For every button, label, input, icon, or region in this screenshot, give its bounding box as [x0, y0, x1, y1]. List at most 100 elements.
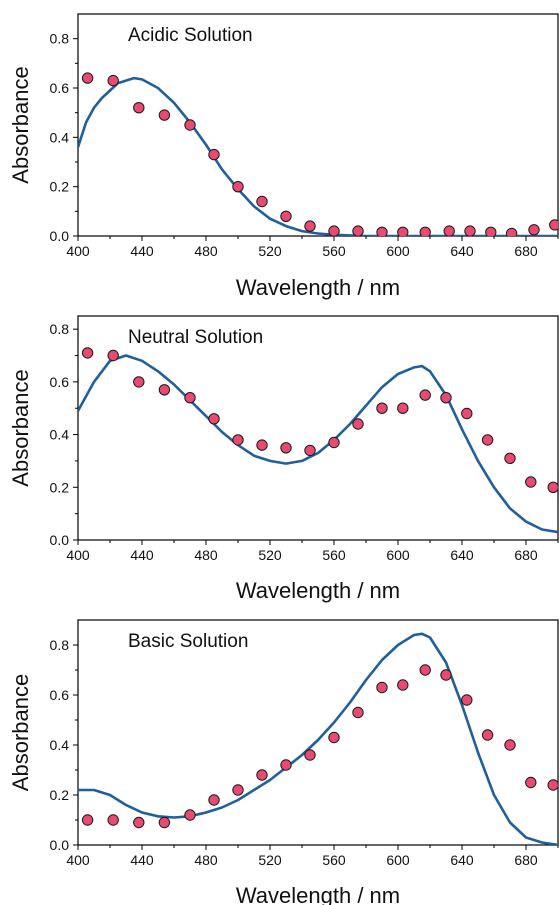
- data-point: [81, 347, 94, 359]
- y-tick-label: 0.6: [50, 80, 70, 96]
- data-point: [528, 224, 540, 236]
- spectrum-curve: [78, 632, 558, 845]
- x-tick-label: 440: [130, 243, 154, 259]
- y-tick-label: 0.4: [50, 737, 70, 753]
- data-point: [133, 816, 145, 829]
- x-tick-label: 400: [66, 852, 90, 868]
- x-tick-label: 680: [514, 547, 538, 563]
- data-point: [232, 784, 244, 796]
- data-point: [504, 739, 516, 751]
- data-point: [397, 679, 409, 691]
- chart-panel: 400 440 480 520 560 600 640 680 0.0 0.2 0.4 0.6 0.8 W…: [8, 619, 559, 905]
- data-point: [107, 74, 119, 87]
- x-tick-label: 680: [514, 243, 538, 259]
- y-tick-label: 0.6: [50, 687, 70, 703]
- x-tick-label: 560: [322, 852, 346, 868]
- x-tick-label: 400: [66, 547, 90, 563]
- data-point: [419, 226, 431, 236]
- data-point: [443, 225, 455, 236]
- x-tick-label: 640: [450, 547, 474, 563]
- data-point: [504, 452, 516, 464]
- x-tick-label: 400: [66, 243, 90, 259]
- plot-area: [78, 347, 558, 534]
- x-tick-label: 480: [194, 243, 218, 259]
- x-axis-title: Wavelength / nm: [236, 883, 400, 905]
- y-tick-label: 0.2: [50, 479, 70, 495]
- x-tick-label: 480: [194, 852, 218, 868]
- data-point: [107, 349, 119, 362]
- data-point: [158, 384, 171, 396]
- data-point: [419, 664, 431, 676]
- chart-panel: 400 440 480 520 560 600 640 680 0.0 0.2 0.4 0.6 0.8 W…: [8, 13, 559, 300]
- data-point: [352, 225, 364, 236]
- x-tick-label: 520: [258, 243, 282, 259]
- data-point: [328, 731, 340, 744]
- data-point: [304, 220, 316, 232]
- x-tick-label: 520: [258, 547, 282, 563]
- data-point: [232, 434, 244, 446]
- data-point: [184, 392, 196, 404]
- y-axis-title: Absorbance: [8, 66, 33, 183]
- data-point: [328, 436, 340, 449]
- data-point: [208, 413, 220, 425]
- y-tick-label: 0.0: [50, 837, 70, 853]
- data-point: [184, 809, 196, 821]
- panel-title: Acidic Solution: [128, 25, 253, 46]
- data-point: [304, 749, 316, 761]
- data-point: [464, 225, 476, 236]
- data-point: [440, 669, 452, 681]
- data-point: [133, 376, 145, 388]
- chart-panel: 400 440 480 520 560 600 640 680 0.0 0.2 0.4 0.6 0.8 W…: [8, 315, 559, 603]
- panel-title: Basic Solution: [128, 631, 248, 652]
- data-point: [280, 210, 292, 223]
- data-point: [107, 814, 119, 826]
- y-axis-title: Absorbance: [8, 369, 33, 486]
- data-point: [256, 195, 268, 208]
- data-point: [419, 389, 431, 401]
- data-point: [547, 779, 558, 791]
- plot-frame: [77, 13, 559, 237]
- data-point: [158, 109, 171, 121]
- plot-area: [78, 632, 558, 845]
- y-tick-label: 0.8: [50, 31, 70, 47]
- x-tick-label: 600: [386, 547, 410, 563]
- y-tick-label: 0.2: [50, 179, 70, 195]
- y-tick-label: 0.8: [50, 637, 70, 653]
- x-tick-label: 600: [386, 243, 410, 259]
- data-point: [304, 444, 316, 457]
- y-tick-label: 0.6: [50, 374, 70, 390]
- data-point: [208, 148, 220, 161]
- plot-frame: [77, 315, 559, 541]
- data-point: [547, 481, 558, 493]
- x-tick-label: 440: [130, 852, 154, 868]
- data-point: [133, 102, 145, 114]
- data-point: [232, 181, 244, 193]
- data-point: [525, 476, 537, 488]
- y-tick-label: 0.4: [50, 427, 70, 443]
- x-tick-label: 640: [450, 852, 474, 868]
- x-tick-label: 480: [194, 547, 218, 563]
- data-point: [461, 694, 473, 706]
- data-point: [208, 794, 220, 806]
- data-point: [158, 816, 171, 829]
- data-point: [256, 769, 268, 781]
- data-point: [440, 392, 452, 404]
- data-point: [485, 226, 497, 236]
- plot-area: [78, 72, 558, 236]
- data-point: [280, 759, 292, 771]
- data-point: [461, 407, 473, 420]
- x-tick-label: 520: [258, 852, 282, 868]
- x-tick-label: 600: [386, 852, 410, 868]
- y-tick-label: 0.8: [50, 321, 70, 337]
- data-point: [352, 418, 364, 430]
- y-axis-title: Absorbance: [8, 674, 33, 791]
- data-point: [81, 72, 94, 84]
- plot-frame: [77, 619, 559, 846]
- y-tick-label: 0.2: [50, 787, 70, 803]
- panel-title: Neutral Solution: [128, 327, 263, 348]
- y-tick-label: 0.4: [50, 129, 70, 145]
- spectrum-curve: [78, 76, 558, 236]
- data-point: [397, 402, 409, 414]
- y-tick-label: 0.0: [50, 532, 70, 548]
